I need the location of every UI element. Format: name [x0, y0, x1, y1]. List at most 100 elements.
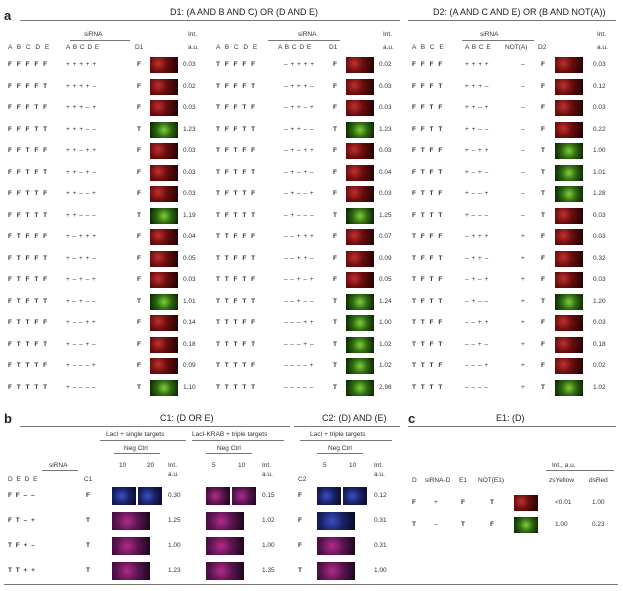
microscopy-image: [346, 121, 374, 138]
e1-title: E1: (D): [496, 413, 525, 423]
truth-values: F T T F: [412, 190, 443, 197]
truth-values: F F T T F: [8, 190, 48, 197]
intensity-value: 1.02: [593, 383, 606, 391]
b-int-2-value: 0.15: [262, 492, 275, 499]
output-value: T: [137, 297, 141, 305]
microscopy-image: [555, 143, 583, 159]
output-value: T: [333, 383, 337, 391]
intensity-value: 1.20: [593, 297, 606, 305]
output-value: F: [137, 319, 141, 326]
output-value: T: [333, 362, 337, 369]
microscopy-image: [555, 250, 583, 267]
neg-ctrl-3: Neg Ctrl: [328, 445, 352, 452]
output-value: T: [541, 297, 545, 305]
sirna-pattern: + – – –: [465, 211, 489, 219]
truth-values: F F F F T: [8, 82, 48, 90]
au-header-3: a.u.: [597, 44, 608, 51]
neg-ctrl-2: Neg Ctrl: [217, 445, 241, 452]
sirna-pattern: + – + – –: [66, 297, 96, 305]
truth-values: F F T F T: [8, 168, 48, 176]
b-image: [317, 512, 355, 530]
microscopy-image: [150, 358, 178, 374]
output-value: F: [333, 104, 337, 111]
intensity-value: 1.00: [379, 319, 392, 326]
truth-values: T T F T F: [216, 276, 256, 283]
output-value: T: [333, 319, 337, 326]
truth-values: F F F T: [412, 82, 443, 90]
b-int-1: Int.: [168, 462, 178, 469]
microscopy-image: [555, 207, 583, 224]
microscopy-image: [555, 186, 583, 202]
output-value: F: [137, 190, 141, 197]
d1-title: D1: (A AND B AND C) OR (D AND E): [170, 7, 319, 17]
intensity-value: 1.02: [379, 362, 392, 369]
c-h-zs: zsYellow: [549, 477, 575, 484]
c-h-sirna: siRNA-D: [425, 477, 451, 484]
intensity-value: 1.25: [379, 211, 392, 219]
truth-values: F F F T T: [8, 125, 48, 133]
sirna-pattern: + + + + +: [66, 61, 97, 68]
truth-values: F F T F: [412, 104, 443, 111]
sirna-pattern: + – + + –: [66, 254, 96, 262]
output-value: T: [137, 383, 141, 391]
not-a-value: +: [521, 362, 525, 369]
microscopy-image: [150, 315, 178, 331]
truth-values: F T F T: [412, 168, 443, 176]
microscopy-image: [346, 57, 374, 73]
microscopy-image: [346, 272, 374, 288]
microscopy-image: [555, 57, 583, 73]
output-value: F: [137, 233, 141, 240]
intensity-value: 0.02: [379, 61, 392, 68]
b-int-3-value: 0.12: [374, 492, 387, 499]
b-c1-output: T: [86, 542, 90, 549]
int-header-1: Int.: [188, 31, 198, 38]
intensity-value: 0.03: [183, 104, 196, 111]
sirna-pattern: + + – + –: [66, 168, 96, 176]
d1-sirna-label-1: siRNA: [84, 31, 103, 38]
not-a-value: –: [521, 211, 525, 219]
output-value: F: [137, 168, 141, 176]
intensity-value: 0.03: [183, 168, 196, 176]
b-dose-20: 20: [147, 462, 155, 469]
truth-values: T T T T T: [216, 383, 256, 391]
c-h-e1: E1: [459, 477, 467, 484]
output-value: F: [137, 82, 141, 90]
neg-ctrl-1: Neg Ctrl: [124, 445, 148, 452]
c-d-value: T: [412, 521, 416, 528]
intensity-value: 2.98: [379, 383, 392, 391]
sirna-pattern: + – – – +: [66, 362, 96, 369]
microscopy-image: [555, 315, 583, 331]
microscopy-image: [150, 186, 178, 202]
truth-values: F F T T T: [8, 211, 48, 219]
sirna-pattern: – – + – –: [284, 297, 314, 305]
b-sirna-label: siRNA: [49, 462, 68, 469]
d1-cols-left: A B C D E: [8, 44, 50, 51]
microscopy-image: [150, 272, 178, 288]
b-int-2-value: 1.02: [262, 517, 275, 524]
truth-values: T F F F F: [216, 61, 256, 68]
b-c1-output: T: [86, 567, 90, 574]
output-value: T: [541, 147, 545, 154]
output-value: F: [541, 319, 545, 326]
panel-c-letter: c: [408, 411, 416, 426]
output-value: F: [541, 82, 545, 90]
b-neg-ctrl-image: [343, 487, 367, 505]
truth-values: T T F T: [412, 340, 443, 348]
c-image: [514, 495, 538, 511]
output-value: F: [333, 147, 337, 154]
c2-rule: [294, 426, 400, 427]
intensity-value: 0.09: [183, 362, 196, 369]
intensity-value: 0.03: [379, 104, 392, 111]
b-int-3-value: 0.31: [374, 517, 387, 524]
microscopy-image: [150, 229, 178, 245]
microscopy-image: [555, 164, 583, 181]
b-dose-10: 10: [119, 462, 127, 469]
truth-values: T T T F T: [216, 340, 256, 348]
intensity-value: 0.14: [183, 319, 196, 326]
output-value: F: [333, 233, 337, 240]
truth-values: F T F F: [412, 147, 443, 154]
truth-values: F F T F F: [8, 147, 48, 154]
b-dose-10a: 10: [238, 462, 246, 469]
not-a-value: –: [521, 125, 525, 133]
b-image: [112, 562, 150, 580]
